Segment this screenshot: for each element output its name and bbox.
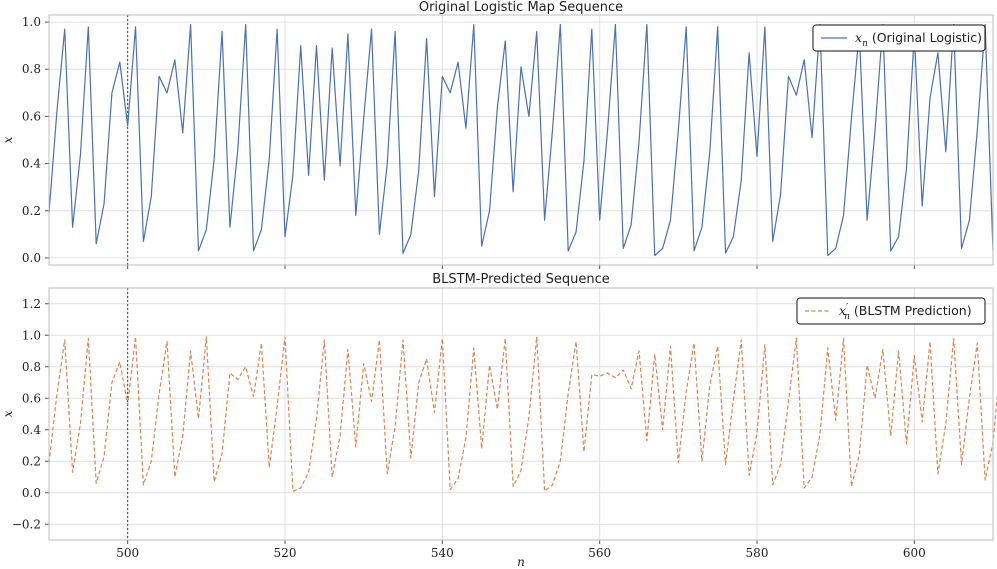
x-tick-label: 600 [903,546,926,560]
y-tick-label: 0.0 [22,486,41,500]
chart-title-original: Original Logistic Map Sequence [419,0,623,15]
y-tick-label: 0.4 [22,157,41,171]
panel-prediction: −0.2 0.0 0.2 0.4 0.6 0.8 1.0 1.2 500 520 540 560 580… [1,272,997,569]
y-axis-label-original: x [1,136,15,143]
series-line-prediction [48,336,997,492]
y-axis-label-prediction: x [1,410,15,417]
y-tick-label: 0.0 [22,251,41,265]
x-tick-label: 580 [746,546,769,560]
svg-text:xn (Original Logistic): xn (Original Logistic) [855,30,982,49]
y-tick-label: 0.8 [22,360,41,374]
x-tick-label: 520 [274,546,297,560]
plot-area [49,288,993,540]
legend-sub: n [844,312,850,322]
legend-text: (BLSTM Prediction) [850,303,972,318]
legend-text: (Original Logistic) [868,30,982,45]
y-tick-label: 0.2 [22,204,41,218]
legend-box [812,24,986,52]
y-tick-label: 0.6 [22,109,41,123]
y-tick-label: 1.2 [22,297,41,311]
y-tick-label: 0.4 [22,423,41,437]
legend-sub: n [862,39,868,49]
y-tick-label: −0.2 [12,517,41,531]
svg-text:x′n (BLSTM Prediction): x′ n (BLSTM Prediction) [839,303,972,322]
legend-box [796,297,986,325]
panel-original: 0.0 0.2 0.4 0.6 0.8 1.0 Original Logistic Map… [1,0,994,269]
y-tick-label: 0.8 [22,62,41,76]
series-line-original [48,23,994,257]
x-tick-label: 500 [116,546,139,560]
plot-frame [48,14,994,266]
plot-area [49,15,993,265]
y-tick-label: 1.0 [22,328,41,342]
x-tick-label: 560 [588,546,611,560]
legend-original: xn (Original Logistic) [812,24,986,52]
y-tick-label: 1.0 [22,15,41,29]
legend-prediction: x′ n (BLSTM Prediction) [796,297,986,325]
legend-sup: ′ [846,303,848,313]
y-tick-label: 0.6 [22,391,41,405]
x-tick-label: 540 [431,546,454,560]
x-axis-label: n [517,555,525,569]
y-tick-label: 0.2 [22,454,41,468]
legend-math: x [839,303,846,318]
chart-title-prediction: BLSTM-Predicted Sequence [432,272,610,287]
legend-math: x [855,30,862,45]
plot-frame [48,287,994,541]
